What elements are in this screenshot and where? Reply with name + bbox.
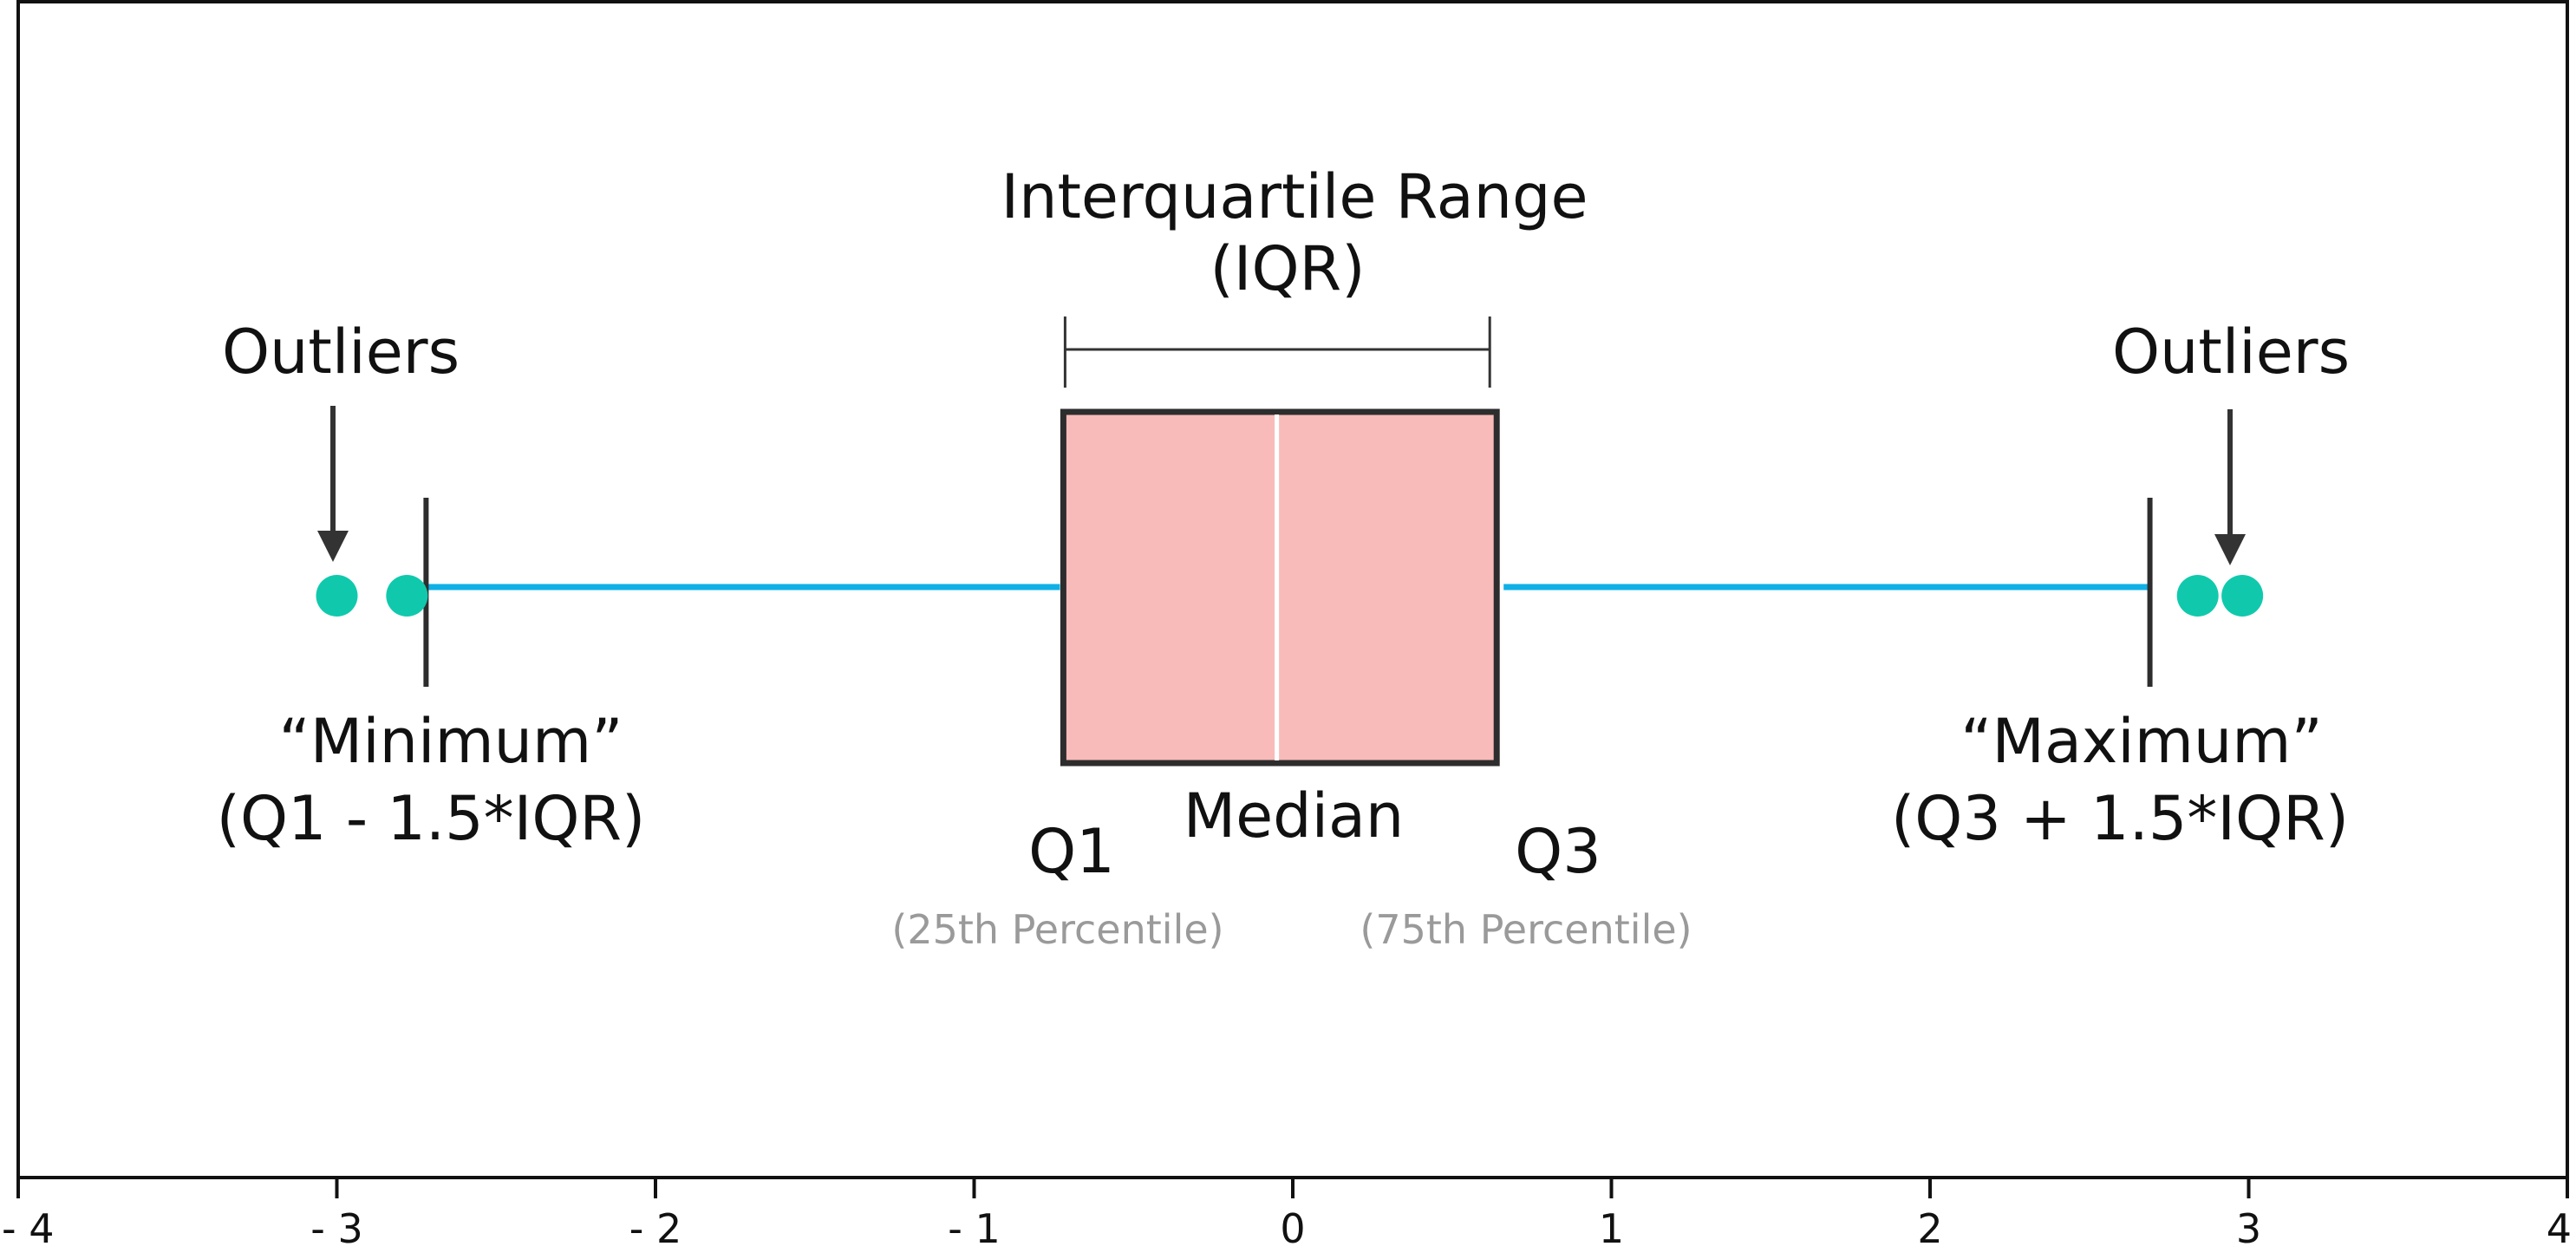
q1-label: Q1	[1028, 816, 1115, 887]
axis-tick-label: - 3	[310, 1205, 363, 1252]
axis-tick-label: - 4	[2, 1205, 55, 1252]
axis-tick-label: 3	[2236, 1205, 2261, 1252]
axis-tick-label: 2	[1917, 1205, 1942, 1252]
outlier-point	[386, 575, 428, 617]
outlier-arrow-left	[317, 406, 349, 562]
q1-sub-label: (25th Percentile)	[891, 906, 1223, 953]
maximum-formula: (Q3 + 1.5*IQR)	[1891, 783, 2349, 854]
outlier-point	[2176, 575, 2219, 617]
iqr-title: Interquartile Range	[1001, 161, 1588, 232]
minimum-label: “Minimum”	[279, 706, 623, 777]
outliers-label-right: Outliers	[2112, 317, 2350, 388]
outlier-point	[316, 575, 358, 617]
iqr-box	[1060, 408, 1500, 767]
iqr-bracket	[1063, 317, 1491, 388]
minimum-formula: (Q1 - 1.5*IQR)	[217, 783, 646, 854]
maximum-label: “Maximum”	[1960, 706, 2322, 777]
axis-tick-label: - 1	[948, 1205, 1001, 1252]
x-axis: - 4 - 3 - 2 - 1 0 1 2 3 4	[2, 1178, 2572, 1252]
axis-tick-label: - 2	[629, 1205, 682, 1252]
axis-tick-label: 4	[2547, 1205, 2572, 1252]
iqr-abbrev: (IQR)	[1210, 233, 1366, 304]
outlier-arrow-right	[2214, 409, 2246, 565]
median-label: Median	[1184, 780, 1405, 852]
outliers-label-left: Outliers	[222, 317, 460, 388]
axis-tick-label: 1	[1599, 1205, 1624, 1252]
outlier-points	[316, 575, 2264, 617]
outlier-point	[2221, 575, 2264, 617]
q3-label: Q3	[1515, 816, 1601, 887]
q3-sub-label: (75th Percentile)	[1360, 906, 1692, 953]
axis-tick-label: 0	[1280, 1205, 1305, 1252]
